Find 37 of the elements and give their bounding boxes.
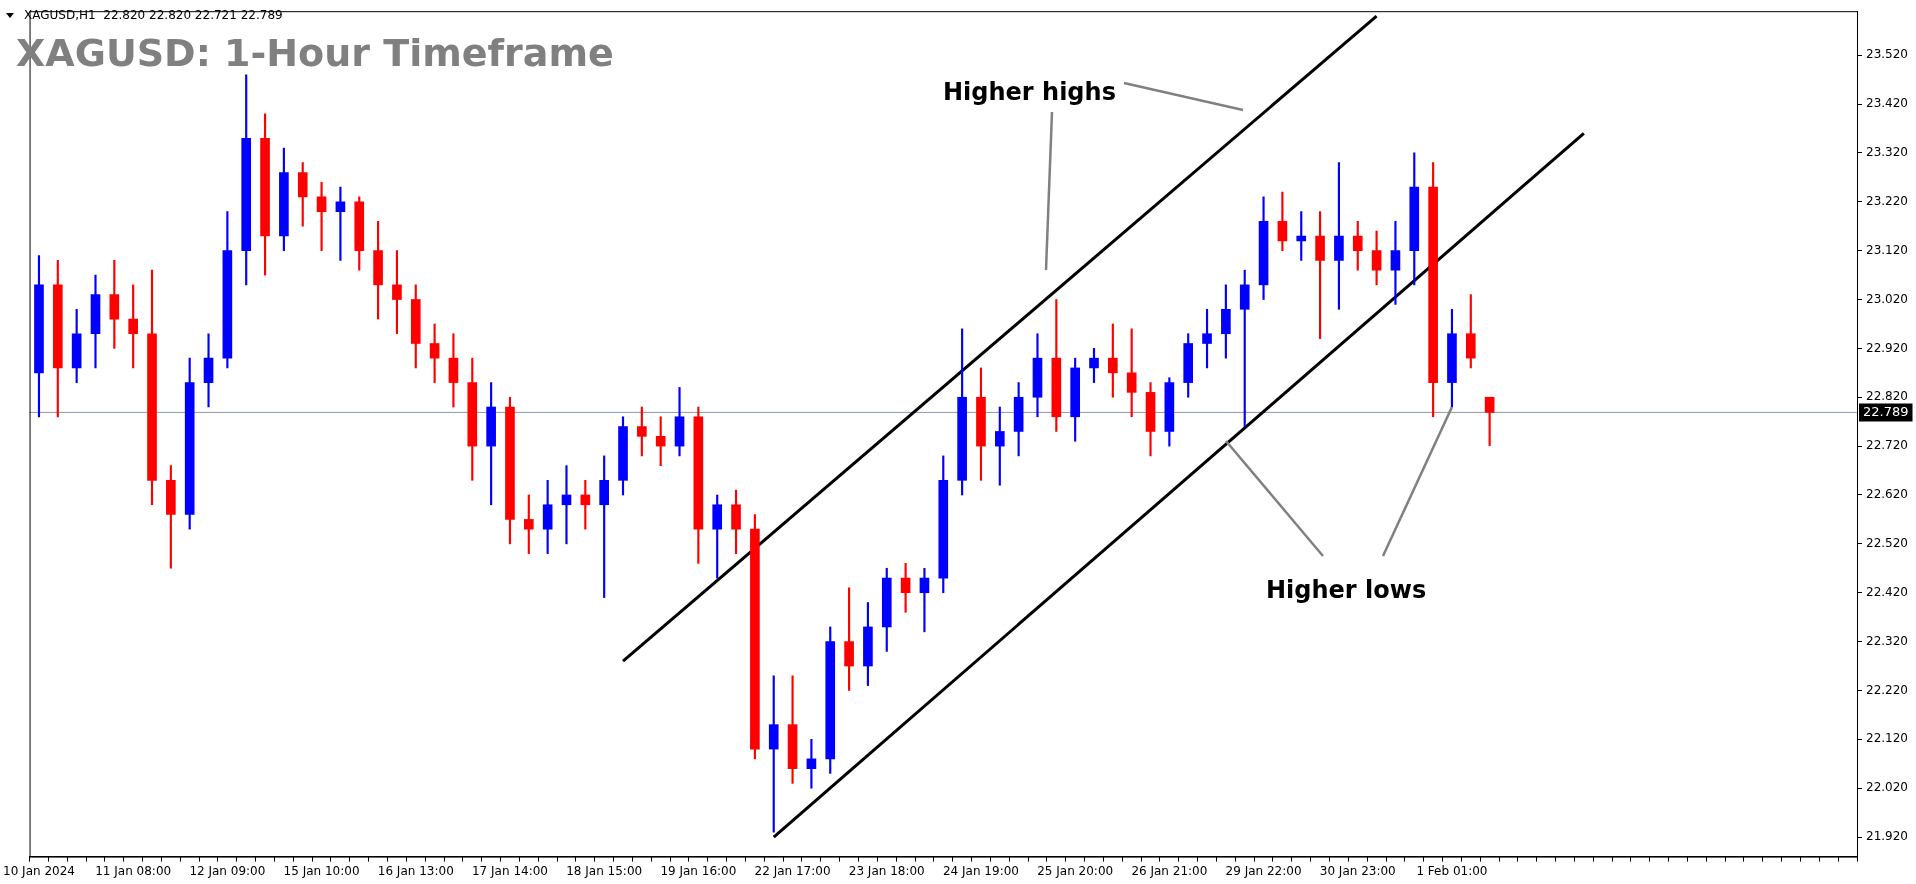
x-tick-label: 10 Jan 2024 xyxy=(3,863,75,878)
x-tick-label: 23 Jan 18:00 xyxy=(848,863,925,878)
y-tick-label: 23.020 xyxy=(1866,291,1909,306)
y-tick-label: 22.720 xyxy=(1866,438,1909,453)
y-tick-label: 22.820 xyxy=(1866,389,1909,404)
y-tick-label: 21.920 xyxy=(1866,829,1909,844)
x-tick-label: 29 Jan 22:00 xyxy=(1225,863,1302,878)
x-tick-label: 30 Jan 23:00 xyxy=(1319,863,1396,878)
x-tick-label: 26 Jan 21:00 xyxy=(1131,863,1208,878)
x-tick-label: 1 Feb 01:00 xyxy=(1416,863,1488,878)
y-tick-label: 22.920 xyxy=(1866,340,1909,355)
x-tick-label: 18 Jan 15:00 xyxy=(566,863,643,878)
x-tick-label: 22 Jan 17:00 xyxy=(754,863,831,878)
x-tick-label: 16 Jan 13:00 xyxy=(377,863,454,878)
y-tick-label: 22.520 xyxy=(1866,535,1909,550)
y-tick-label: 22.220 xyxy=(1866,682,1909,697)
annotation: Higher highs xyxy=(943,78,1116,106)
x-tick-label: 25 Jan 20:00 xyxy=(1037,863,1114,878)
x-tick-label: 17 Jan 14:00 xyxy=(471,863,548,878)
ref-line-label: 22.789 xyxy=(1863,403,1909,419)
x-tick-label: 24 Jan 19:00 xyxy=(942,863,1019,878)
y-tick-label: 22.320 xyxy=(1866,633,1909,648)
x-tick-label: 12 Jan 09:00 xyxy=(189,863,266,878)
y-tick-label: 22.020 xyxy=(1866,780,1909,795)
x-tick-label: 11 Jan 08:00 xyxy=(95,863,172,878)
y-tick-label: 23.420 xyxy=(1866,96,1909,111)
y-tick-label: 23.120 xyxy=(1866,242,1909,257)
y-tick-label: 22.120 xyxy=(1866,731,1909,746)
y-tick-label: 22.420 xyxy=(1866,584,1909,599)
y-tick-label: 22.620 xyxy=(1866,487,1909,502)
annotation: XAGUSD,H1 22.820 22.820 22.721 22.789 xyxy=(24,8,283,22)
y-tick-label: 23.520 xyxy=(1866,47,1909,62)
x-tick-label: 15 Jan 10:00 xyxy=(283,863,360,878)
annotation: Higher lows xyxy=(1266,576,1427,604)
y-tick-label: 23.220 xyxy=(1866,193,1909,208)
x-tick-label: 19 Jan 16:00 xyxy=(660,863,737,878)
y-tick-label: 23.320 xyxy=(1866,145,1909,160)
